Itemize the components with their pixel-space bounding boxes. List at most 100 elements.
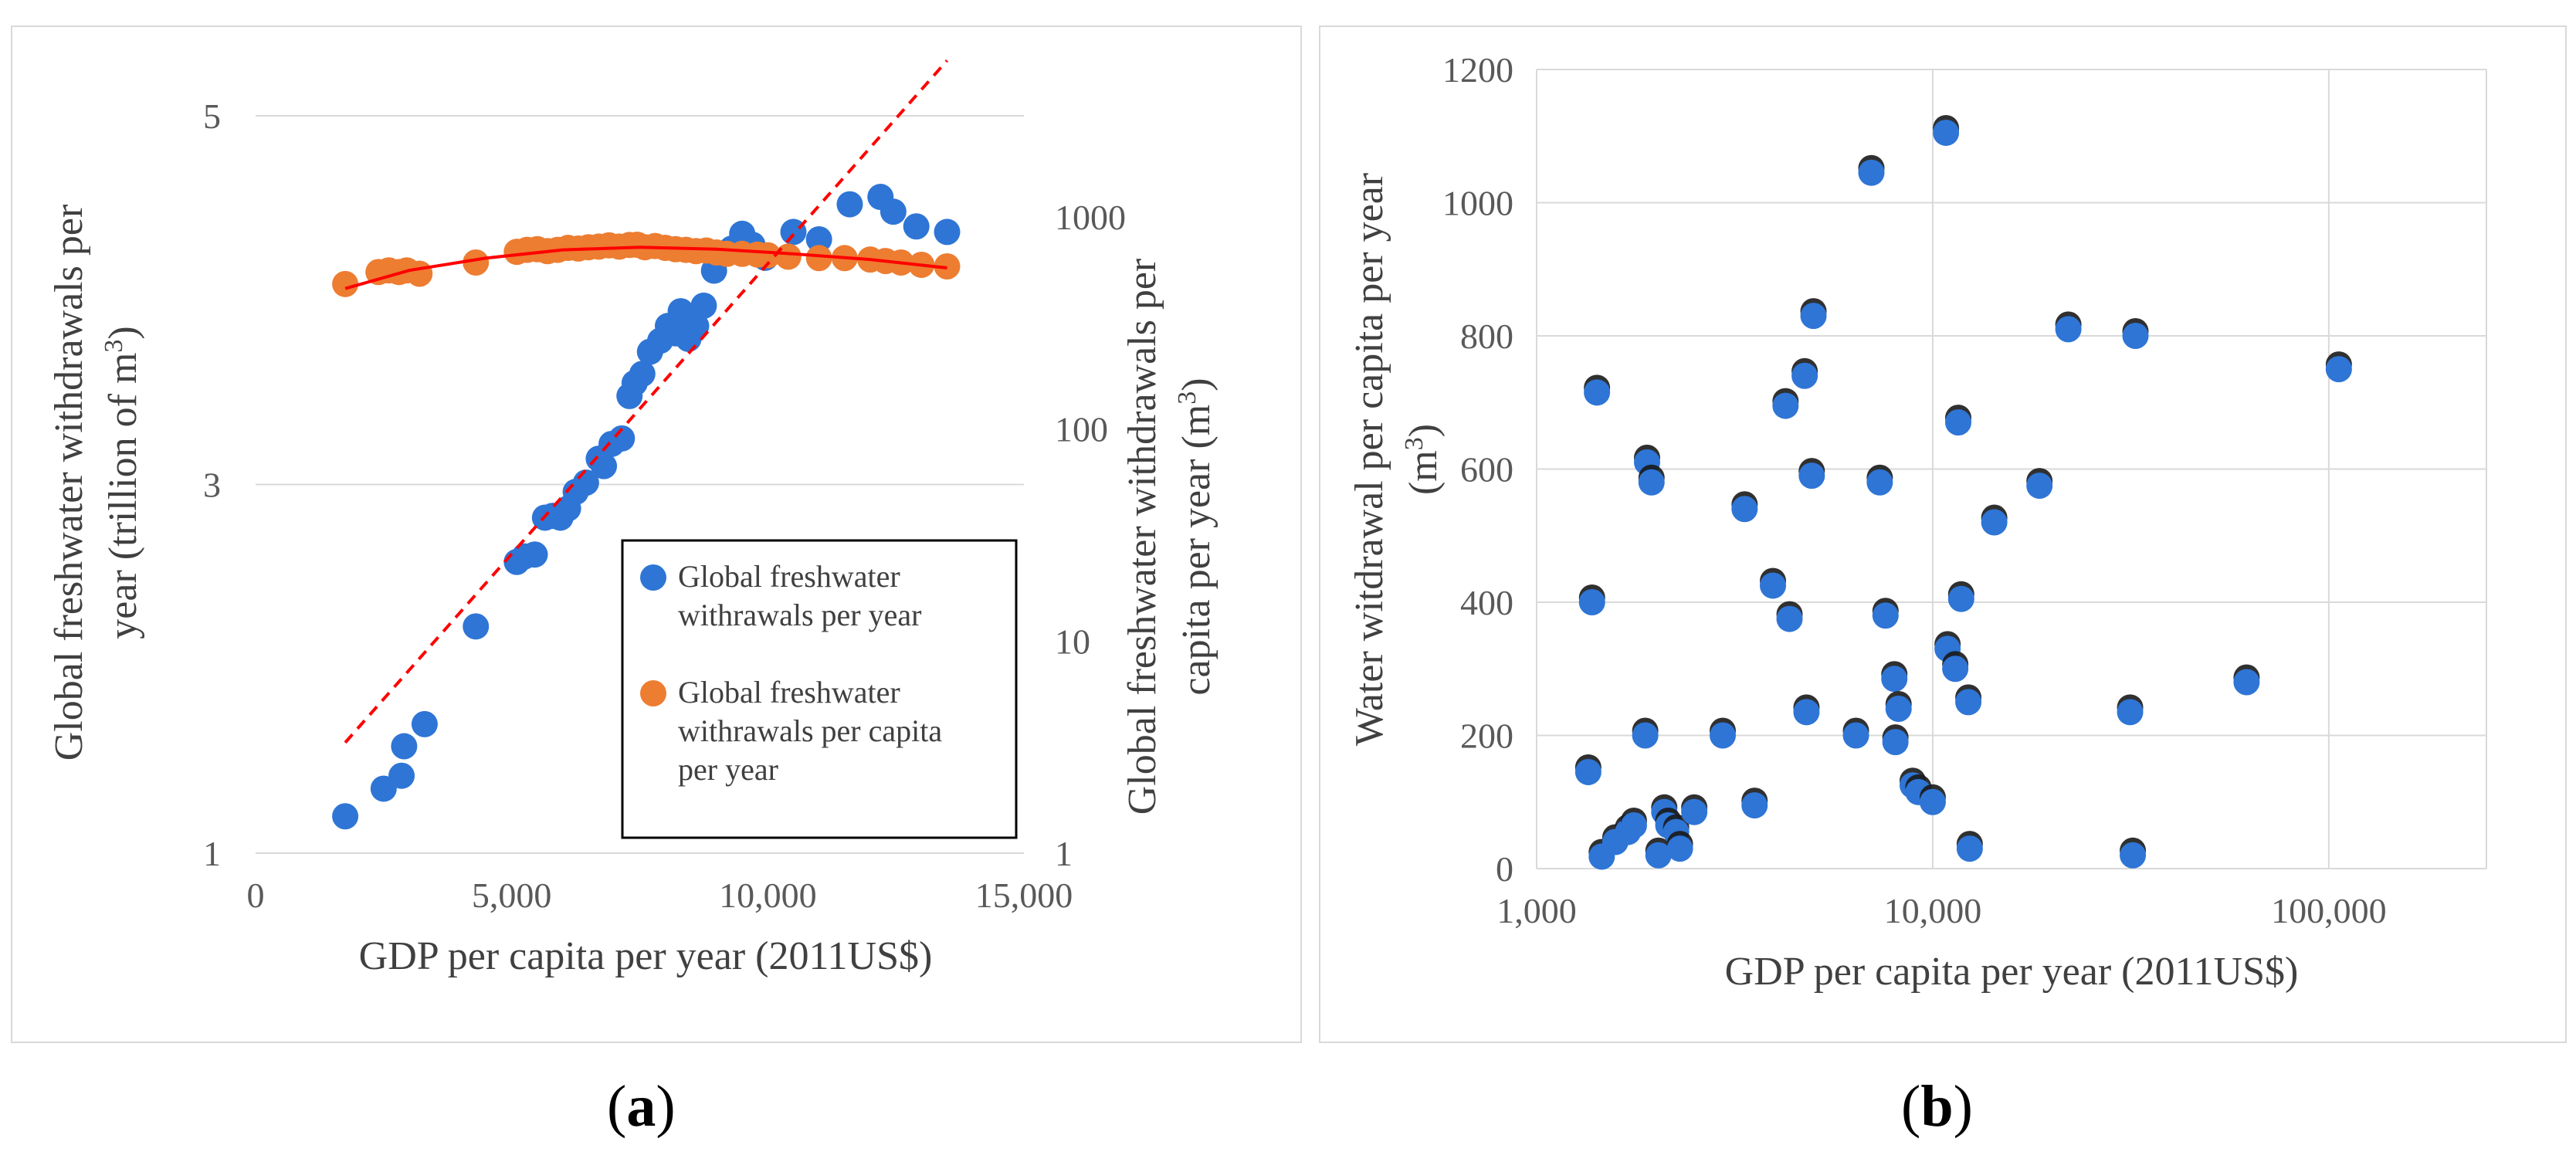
data-point — [1956, 835, 1983, 862]
data-point — [1793, 699, 1820, 726]
data-point — [1578, 589, 1605, 615]
data-point — [1772, 392, 1799, 419]
y-tick-label: 1200 — [1442, 50, 1513, 90]
data-point — [1681, 798, 1708, 825]
legend-box — [621, 539, 1018, 839]
data-point — [2233, 669, 2260, 696]
y-right-axis-title: capita per year (m3) — [1173, 378, 1219, 695]
orange-data-point — [406, 260, 433, 287]
blue-data-point — [388, 762, 415, 789]
blue-data-point — [332, 803, 359, 830]
panel-b: 0 200 400 600 800 1000 1200 1,000 10,000 100,000 G… — [1319, 25, 2567, 1043]
orange-data-point — [754, 242, 781, 269]
y-axis-title: (m3) — [1400, 424, 1446, 495]
data-point — [1947, 585, 1974, 612]
data-point — [1919, 788, 1946, 815]
blue-data-point — [903, 213, 930, 240]
y-right-tick-label: 100 — [1055, 410, 1108, 449]
legend-label: withrawals per capita — [678, 713, 942, 748]
data-point — [2026, 473, 2053, 500]
y-tick-label: 400 — [1460, 583, 1513, 622]
blue-data-point — [411, 710, 438, 737]
data-point — [1760, 572, 1787, 599]
panel-label-b: (b) — [1901, 1074, 1973, 1139]
data-point — [1942, 656, 1969, 683]
data-point — [1798, 462, 1825, 490]
blue-data-point — [591, 452, 618, 479]
blue-data-point — [934, 219, 961, 246]
legend-label: withrawals per year — [678, 598, 921, 632]
blue-data-point — [683, 313, 710, 340]
y-right-axis-title: Global freshwater withdrawals per — [1120, 259, 1164, 815]
polynomial-trend-line — [344, 246, 947, 290]
x-axis-title: GDP per capita per year (2011US$) — [1725, 950, 2299, 994]
data-point — [1741, 792, 1768, 819]
y-tick-label: 800 — [1460, 317, 1513, 356]
data-point — [1866, 469, 1893, 496]
y-right-tick-label: 10 — [1055, 622, 1090, 661]
legend-label: per year — [678, 752, 778, 787]
y-right-tick-label: 1000 — [1055, 198, 1126, 237]
data-point — [2122, 323, 2149, 349]
chart-a: 1 3 5 1 10 100 1000 0 5,000 10,000 15,000 GDP per c… — [47, 59, 1219, 978]
panel-label-a: (a) — [607, 1074, 676, 1139]
data-point — [1638, 469, 1665, 496]
x-tick-label: 15,000 — [975, 876, 1073, 915]
data-point — [2117, 699, 2144, 726]
orange-data-point — [332, 270, 359, 297]
y-tick-label: 1000 — [1442, 184, 1513, 223]
data-point — [1584, 379, 1611, 406]
x-axis-title: GDP per capita per year (2011US$) — [359, 934, 933, 978]
x-tick-label: 10,000 — [1884, 891, 1982, 930]
data-point — [1800, 303, 1827, 330]
legend-marker — [640, 680, 666, 706]
y-axis-title: Water witdrawal per capita per year — [1347, 173, 1391, 746]
data-point — [1858, 159, 1885, 186]
data-point — [1981, 509, 2008, 536]
orange-data-point — [934, 252, 961, 279]
data-point — [1574, 758, 1602, 785]
data-point — [1731, 496, 1758, 523]
legend-marker — [640, 564, 666, 591]
y-tick-label: 0 — [1496, 849, 1513, 889]
blue-data-point — [880, 198, 907, 225]
y-left-axis-title: year (trillion of m3) — [100, 326, 145, 639]
legend-label: Global freshwater — [678, 675, 900, 710]
data-point — [1882, 729, 1909, 756]
blue-data-point — [608, 425, 636, 452]
data-point — [1885, 696, 1912, 722]
data-point — [1933, 119, 1960, 146]
data-point — [2055, 316, 2082, 343]
x-tick-label: 5,000 — [472, 876, 552, 915]
data-point — [1666, 835, 1693, 862]
blue-data-point — [629, 361, 656, 388]
data-point — [1881, 666, 1908, 693]
blue-data-point — [805, 225, 832, 252]
data-point — [1620, 811, 1647, 838]
x-tick-label: 10,000 — [719, 876, 817, 915]
y-tick-label: 200 — [1460, 717, 1513, 756]
data-point — [2325, 356, 2352, 383]
linear-trend-line — [344, 59, 948, 744]
data-point — [1955, 689, 1982, 716]
x-tick-label: 1,000 — [1496, 891, 1577, 930]
blue-data-point — [463, 613, 490, 640]
legend-label: Global freshwater — [678, 559, 900, 594]
blue-data-point — [521, 541, 548, 568]
x-tick-label: 0 — [247, 876, 265, 915]
data-point — [1709, 722, 1736, 749]
y-tick-label: 600 — [1460, 450, 1513, 490]
blue-data-point — [391, 733, 418, 760]
chart-b: 0 200 400 600 800 1000 1200 1,000 10,000 100,000 G… — [1347, 50, 2487, 994]
data-point — [1645, 842, 1672, 869]
blue-data-point — [836, 191, 863, 218]
panel-a: 1 3 5 1 10 100 1000 0 5,000 10,000 15,000 GDP per c… — [11, 25, 1302, 1043]
data-point — [1791, 362, 1818, 389]
y-left-tick-label: 1 — [203, 834, 221, 873]
data-point — [1842, 722, 1869, 749]
data-point — [1776, 605, 1803, 632]
y-left-tick-label: 3 — [203, 466, 221, 505]
data-point — [1632, 722, 1659, 749]
orange-data-point — [774, 243, 802, 270]
orange-data-point — [463, 249, 490, 276]
